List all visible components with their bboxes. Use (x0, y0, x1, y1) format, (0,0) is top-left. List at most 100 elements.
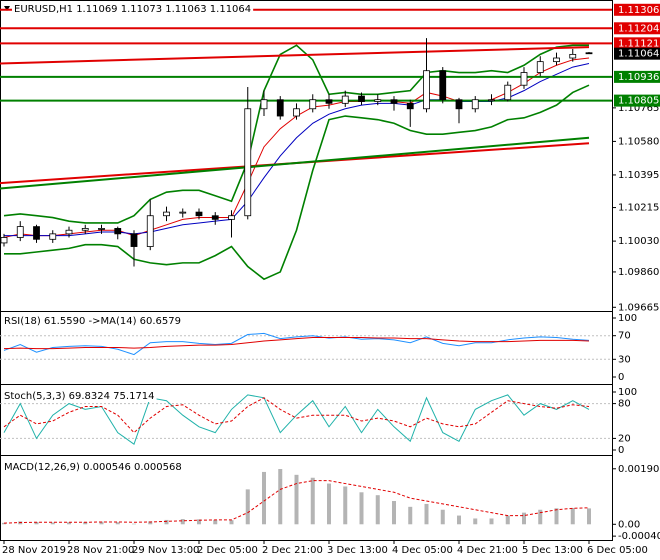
y-tick-label: 0.00 (618, 519, 640, 530)
histogram-bar (440, 509, 445, 525)
y-tick-label: 1.10395 (618, 170, 659, 181)
candle-body (325, 99, 333, 104)
histogram-bar (197, 519, 201, 525)
histogram-bar (554, 508, 559, 525)
overlay-line (4, 84, 590, 281)
candle-body (195, 211, 203, 217)
candle-body (49, 233, 57, 240)
y-tick-label: 1.09860 (618, 267, 659, 278)
x-tick-label: 28 Nov 2019 (2, 545, 66, 556)
candle-body (455, 99, 463, 110)
histogram-bar (310, 477, 315, 525)
histogram-bar (457, 515, 461, 525)
candle-body (179, 211, 187, 214)
candle-body (309, 99, 317, 110)
candle-body (553, 57, 560, 63)
histogram-bar (408, 506, 413, 525)
candle-body (0, 237, 8, 244)
candle-body (374, 99, 382, 102)
y-tick-label: 30 (618, 354, 631, 365)
y-tick-label: 100 (618, 313, 637, 324)
histogram-bar (245, 489, 250, 525)
candle-body (569, 53, 577, 59)
candle-body (65, 229, 73, 235)
y-tick-label: 0 (618, 372, 624, 383)
candle-body (390, 99, 398, 104)
level-label-box (614, 70, 660, 83)
indicator-line (3, 336, 590, 350)
histogram-bar (67, 522, 71, 525)
candle-body (406, 102, 414, 110)
y-tick-label: 1.09665 (618, 302, 659, 313)
candle-body (244, 108, 252, 217)
level-label-box (614, 22, 660, 35)
candle-body (439, 70, 447, 101)
candle-body (358, 95, 365, 102)
histogram-bar (34, 521, 39, 525)
candle-body (98, 228, 105, 230)
histogram-bar (505, 515, 510, 525)
y-tick-label: 1.10030 (618, 236, 659, 247)
candle-body (228, 215, 235, 220)
histogram-bar (570, 508, 575, 525)
level-label-box (614, 37, 660, 50)
trend-line (0, 46, 590, 65)
histogram-bar (375, 495, 380, 525)
panel-title: Stoch(5,3,3) 69.8324 75.1714 (4, 391, 155, 402)
indicator-line (3, 394, 590, 445)
histogram-bar (50, 522, 55, 525)
histogram-bar (538, 509, 543, 525)
last-price-label: 1.11064 (618, 49, 659, 60)
x-tick-label: 3 Dec 13:00 (327, 545, 388, 556)
x-tick-label: 29 Nov 13:00 (132, 545, 199, 556)
x-tick-label: 4 Dec 21:00 (457, 545, 518, 556)
histogram-bar (294, 474, 299, 525)
candle-body (423, 70, 430, 110)
level-label: 1.11306 (618, 5, 659, 16)
histogram-bar (180, 519, 185, 525)
overlay-line (3, 44, 589, 224)
candle-body (276, 99, 284, 117)
candle-body (293, 108, 300, 117)
candle-body (33, 226, 40, 240)
overlay-line (3, 57, 590, 238)
y-tick-label: 70 (618, 331, 631, 342)
title-background (2, 315, 183, 327)
histogram-bar (522, 512, 526, 525)
candle-body (585, 52, 593, 55)
last-price-box (614, 47, 660, 60)
candle-body (130, 233, 138, 247)
histogram-bar (489, 518, 494, 525)
level-label: 1.11121 (618, 38, 659, 49)
histogram-bar (213, 519, 218, 525)
title-background (2, 390, 157, 402)
level-label: 1.10936 (618, 72, 659, 83)
indicator-line (3, 397, 590, 434)
candle-body (146, 215, 154, 247)
candle-body (520, 72, 528, 86)
candle-body (211, 215, 219, 220)
histogram-bar (115, 522, 120, 525)
histogram-bar (392, 501, 396, 525)
histogram-bar (148, 521, 153, 525)
level-label: 1.11204 (618, 23, 659, 34)
y-tick-label: -0.000407 (618, 531, 660, 542)
histogram-bar (473, 518, 478, 525)
symbol-menu-icon (4, 6, 10, 11)
y-tick-label: 1.10580 (618, 136, 659, 147)
title-background (12, 3, 254, 15)
histogram-bar (164, 519, 169, 525)
candle-body (536, 61, 544, 73)
y-tick-label: 1.10765 (618, 103, 659, 114)
level-label: 1.10805 (618, 96, 659, 107)
candle-body (504, 84, 512, 101)
candle-body (163, 211, 170, 217)
histogram-bar (262, 471, 266, 525)
candle-body (16, 226, 24, 238)
histogram-bar (424, 503, 429, 525)
candle-body (488, 99, 495, 102)
candle-body (260, 99, 268, 110)
histogram-bar (229, 520, 234, 525)
x-tick-label: 2 Dec 21:00 (262, 545, 323, 556)
